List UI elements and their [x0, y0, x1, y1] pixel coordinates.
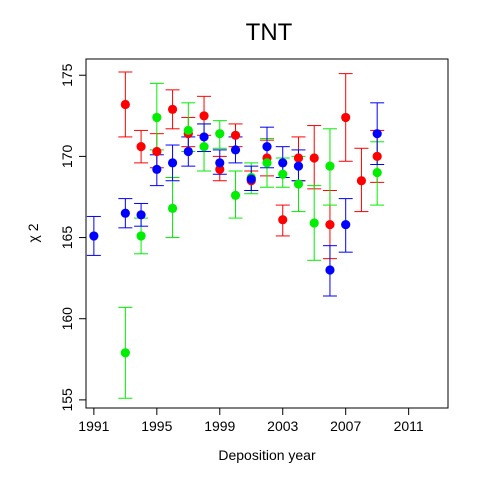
y-tick-label: 175: [59, 63, 75, 87]
data-point: [152, 164, 162, 174]
data-point: [152, 112, 162, 123]
y-tick-label: 155: [59, 388, 75, 412]
data-point: [372, 129, 382, 139]
data-point: [136, 142, 146, 152]
data-point: [89, 231, 99, 241]
data-point: [230, 130, 241, 140]
error-bars: [86, 71, 385, 399]
x-axis: 1991 1995 1999 2003 2007 2011: [78, 407, 424, 434]
y-axis: 155 160 165 170 175: [59, 63, 87, 412]
data-point: [215, 158, 225, 168]
data-point: [341, 112, 351, 123]
x-tick-label: 2011: [394, 418, 424, 434]
y-tick-label: 170: [59, 145, 75, 169]
data-point: [309, 153, 319, 163]
data-point: [183, 146, 193, 157]
data-point: [136, 231, 146, 241]
data-point: [230, 190, 241, 200]
data-point: [136, 210, 146, 220]
data-point: [293, 179, 304, 189]
data-point: [262, 142, 272, 152]
data-point: [325, 161, 335, 171]
x-axis-label: Deposition year: [218, 447, 316, 463]
x-tick-label: 2003: [267, 418, 298, 434]
y-tick-label: 160: [59, 307, 75, 331]
data-point: [325, 219, 335, 230]
data-point: [215, 129, 225, 139]
data-point: [341, 219, 351, 230]
data-point: [120, 348, 130, 358]
data-point: [372, 151, 382, 161]
x-tick-label: 1995: [141, 418, 172, 434]
data-point: [230, 145, 241, 155]
data-point: [152, 146, 162, 157]
chart-title: TNT: [246, 19, 293, 46]
data-point: [293, 153, 304, 163]
data-point: [215, 164, 225, 174]
data-point: [278, 215, 288, 225]
x-tick-label: 1999: [204, 418, 235, 434]
data-point: [199, 142, 209, 152]
data-point: [356, 176, 367, 186]
data-point: [309, 218, 319, 228]
data-point: [262, 158, 272, 168]
data-point: [278, 169, 288, 179]
data-point: [199, 132, 209, 142]
data-point: [120, 99, 130, 110]
data-point: [183, 125, 193, 136]
data-point: [167, 104, 178, 114]
y-tick-label: 165: [59, 226, 75, 250]
data-point: [167, 158, 178, 168]
data-point: [278, 158, 288, 168]
data-points: [89, 99, 382, 358]
data-point: [372, 168, 382, 178]
y-axis-label: χ 2: [25, 223, 41, 242]
x-tick-label: 1991: [78, 418, 109, 434]
x-tick-label: 2007: [330, 418, 361, 434]
data-point: [246, 174, 256, 184]
data-point: [293, 161, 304, 171]
data-point: [120, 208, 130, 218]
data-point: [167, 203, 178, 213]
data-point: [199, 111, 209, 121]
data-point: [325, 265, 335, 275]
